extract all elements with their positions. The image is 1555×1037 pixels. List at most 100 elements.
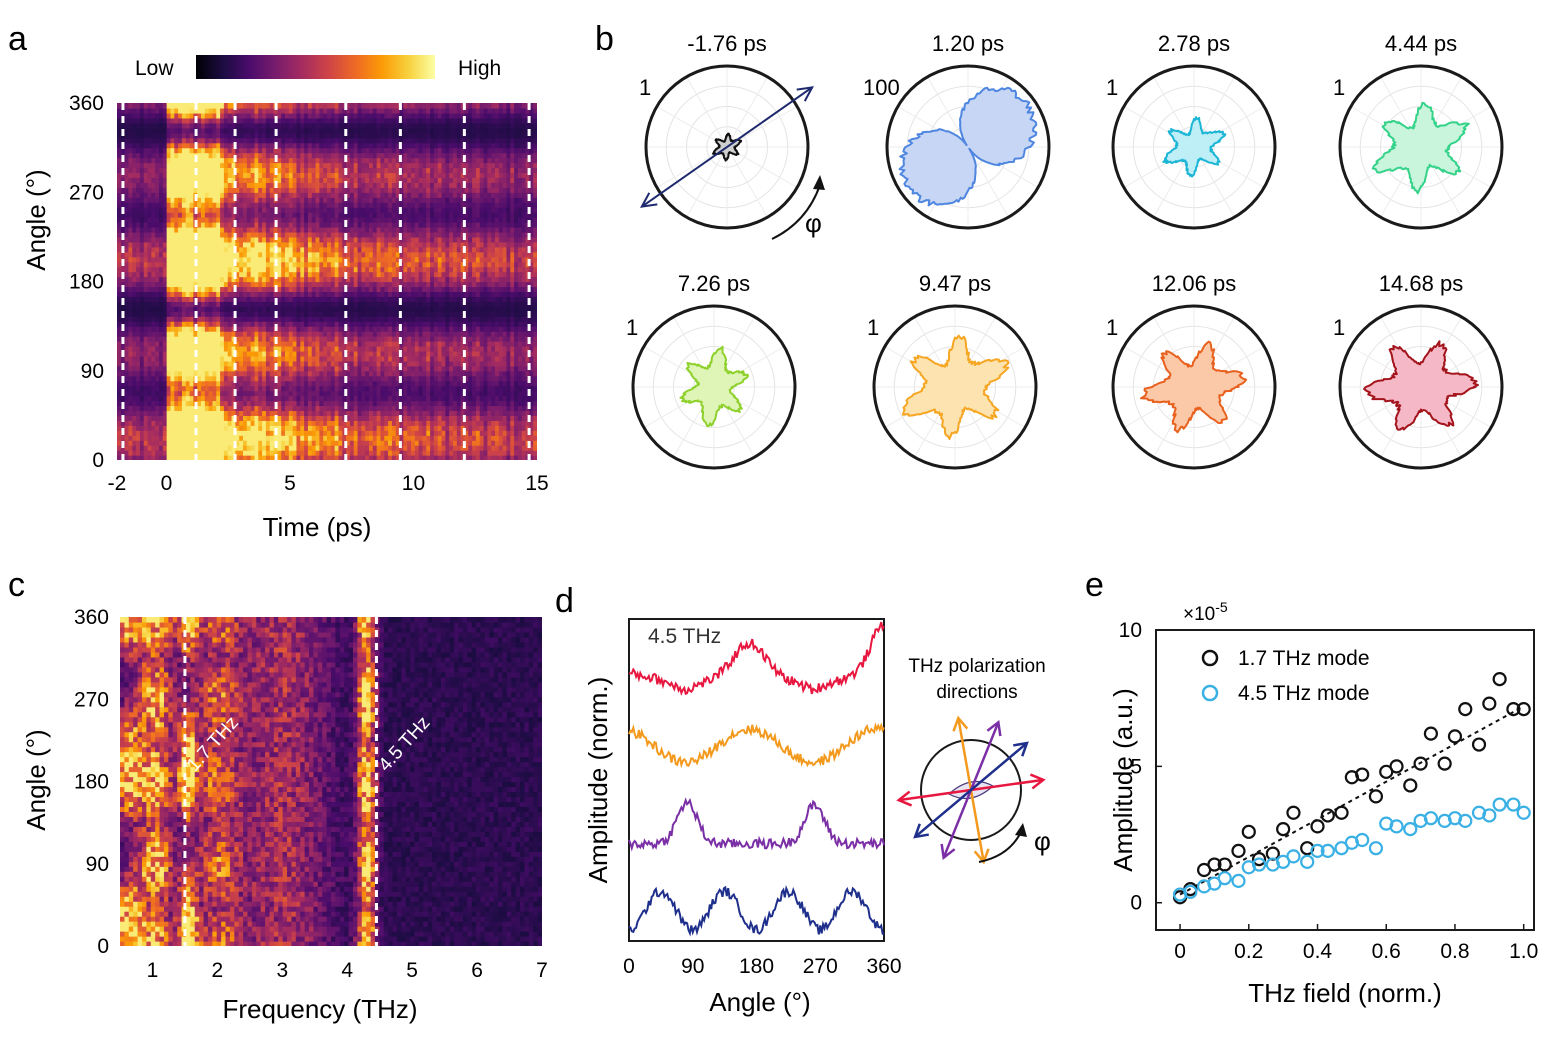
heatmap-cell <box>201 435 206 441</box>
heatmap-cell <box>349 420 355 426</box>
heatmap-cell <box>189 425 194 431</box>
heatmap-cell <box>147 246 152 253</box>
heatmap-cell <box>166 231 172 238</box>
heatmap-cell <box>445 306 450 312</box>
heatmap-cell <box>365 251 370 258</box>
heatmap-cell <box>430 410 435 416</box>
heatmap-cell <box>197 311 202 317</box>
heatmap-cell <box>315 291 320 297</box>
heatmap-cell <box>292 326 298 332</box>
heatmap-cell <box>254 341 259 347</box>
heatmap-cell <box>315 375 320 382</box>
heatmap-cell <box>189 311 194 317</box>
heatmap-cell <box>323 316 328 322</box>
heatmap-cell <box>223 405 229 412</box>
heatmap-cell <box>319 390 324 397</box>
heatmap-cell <box>181 231 187 238</box>
heatmap-cell <box>262 345 267 352</box>
heatmap-cell <box>403 286 408 293</box>
heatmap-cell <box>178 296 183 302</box>
heatmap-cell <box>223 276 229 283</box>
heatmap-cell <box>456 251 462 258</box>
heatmap-cell <box>426 450 431 456</box>
heatmap-cell <box>124 365 130 372</box>
heatmap-cell <box>353 350 359 357</box>
heatmap-cell <box>311 301 317 307</box>
heatmap-cell <box>445 311 450 317</box>
heatmap-cell <box>296 256 301 263</box>
heatmap-cell <box>231 306 236 312</box>
heatmap-cell <box>433 241 439 248</box>
heatmap-cell <box>376 445 382 451</box>
heatmap-cell <box>243 455 248 460</box>
heatmap-cell <box>414 321 420 327</box>
heatmap-cell <box>506 410 511 416</box>
heatmap-cell <box>453 256 458 263</box>
heatmap-cell <box>437 445 443 451</box>
heatmap-cell <box>269 405 275 412</box>
heatmap-cell <box>533 236 537 243</box>
heatmap-cell <box>288 380 294 387</box>
heatmap-cell <box>353 395 359 402</box>
heatmap-cell <box>120 306 126 312</box>
heatmap-cell <box>181 455 187 460</box>
heatmap-cell <box>155 281 160 288</box>
heatmap-cell <box>483 266 488 273</box>
heatmap-cell <box>380 276 385 283</box>
heatmap-cell <box>342 410 347 416</box>
heatmap-cell <box>231 276 236 283</box>
heatmap-cell <box>395 355 401 362</box>
heatmap-cell <box>132 326 137 332</box>
heatmap-cell <box>342 281 347 288</box>
heatmap-cell <box>468 281 473 288</box>
heatmap-cell <box>506 415 511 421</box>
heatmap-cell <box>487 301 492 307</box>
heatmap-cell <box>159 236 164 243</box>
heatmap-cell <box>449 380 454 387</box>
heatmap-cell <box>414 360 420 367</box>
heatmap-cell <box>208 241 214 248</box>
heatmap-cell <box>181 435 187 441</box>
heatmap-cell <box>529 246 534 253</box>
heatmap-cell <box>479 370 485 377</box>
heatmap-cell <box>166 360 172 367</box>
heatmap-cell <box>178 276 183 283</box>
heatmap-cell <box>475 350 481 357</box>
heatmap-cell <box>139 261 145 268</box>
heatmap-cell <box>166 425 172 431</box>
heatmap-cell <box>430 360 435 367</box>
heatmap-cell <box>491 445 496 451</box>
heatmap-cell <box>529 410 534 416</box>
heatmap-cell <box>243 375 248 382</box>
heatmap-cell <box>269 256 275 263</box>
heatmap-cell <box>502 405 508 412</box>
heatmap-cell <box>453 430 458 436</box>
heatmap-cell <box>369 435 374 441</box>
heatmap-cell <box>159 231 164 238</box>
heatmap-cell <box>292 296 298 302</box>
heatmap-cell <box>197 345 202 352</box>
heatmap-cell <box>456 345 462 352</box>
heatmap-cell <box>212 301 217 307</box>
heatmap-cell <box>265 430 271 436</box>
heatmap-cell <box>514 450 519 456</box>
heatmap-cell <box>204 395 210 402</box>
heatmap-cell <box>170 435 175 441</box>
heatmap-cell <box>304 326 309 332</box>
heatmap-cell <box>124 271 130 278</box>
heatmap-cell <box>117 400 122 407</box>
heatmap-cell <box>216 321 221 327</box>
heatmap-cell <box>422 336 427 342</box>
heatmap-cell <box>124 355 130 362</box>
heatmap-cell <box>414 345 420 352</box>
heatmap-cell <box>342 345 347 352</box>
heatmap-cell <box>285 321 290 327</box>
heatmap-cell <box>414 350 420 357</box>
heatmap-cell <box>441 390 446 397</box>
heatmap-cell <box>181 326 187 332</box>
heatmap-cell <box>136 301 141 307</box>
heatmap-cell <box>147 306 152 312</box>
heatmap-cell <box>117 256 122 263</box>
heatmap-cell <box>456 296 462 302</box>
heatmap-cell <box>437 246 443 253</box>
